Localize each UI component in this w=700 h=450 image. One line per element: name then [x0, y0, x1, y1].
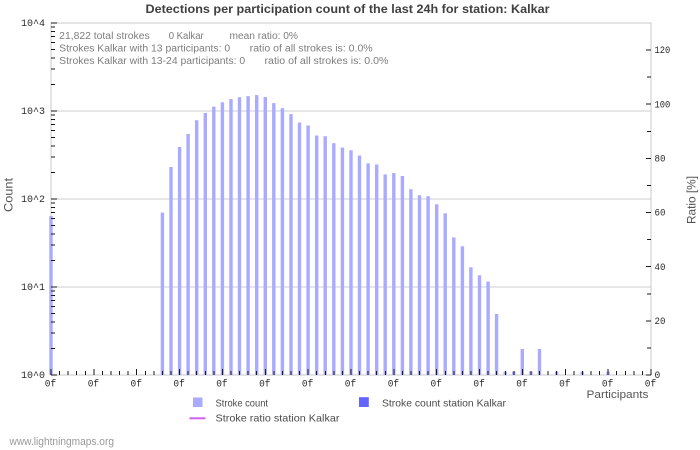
svg-text:0f: 0f — [45, 379, 56, 391]
svg-text:40: 40 — [655, 263, 666, 274]
svg-text:Strokes Kalkar with 13-24 part: Strokes Kalkar with 13-24 participants: … — [59, 56, 245, 67]
svg-text:ratio of all strokes is: 0.0%: ratio of all strokes is: 0.0% — [250, 44, 373, 55]
svg-text:ratio of all strokes is: 0.0%: ratio of all strokes is: 0.0% — [265, 56, 389, 67]
svg-text:10^4: 10^4 — [21, 19, 45, 30]
svg-text:Count: Count — [1, 177, 15, 212]
svg-text:0f: 0f — [473, 379, 484, 391]
svg-text:mean ratio: 0%: mean ratio: 0% — [230, 31, 299, 42]
svg-text:0f: 0f — [388, 379, 399, 391]
svg-text:0f: 0f — [131, 379, 142, 391]
svg-text:20: 20 — [655, 317, 666, 328]
svg-text:0f: 0f — [602, 379, 613, 391]
svg-text:10^2: 10^2 — [21, 195, 45, 206]
svg-text:0f: 0f — [259, 379, 270, 391]
svg-text:Ratio [%]: Ratio [%] — [687, 176, 699, 224]
svg-text:60: 60 — [655, 209, 666, 220]
svg-text:Stroke count: Stroke count — [216, 398, 269, 410]
svg-text:0f: 0f — [88, 379, 99, 391]
svg-text:100: 100 — [655, 100, 671, 111]
svg-text:10^0: 10^0 — [21, 371, 45, 382]
svg-text:0f: 0f — [216, 379, 227, 391]
svg-text:0f: 0f — [302, 379, 313, 391]
svg-text:Stroke ratio station Kalkar: Stroke ratio station Kalkar — [216, 413, 341, 425]
svg-text:10^3: 10^3 — [21, 107, 45, 118]
svg-text:0 Kalkar: 0 Kalkar — [169, 31, 205, 42]
svg-text:0f: 0f — [173, 379, 184, 391]
svg-text:0f: 0f — [645, 379, 656, 391]
svg-text:21,822 total strokes: 21,822 total strokes — [59, 31, 150, 42]
svg-text:0f: 0f — [431, 379, 442, 391]
svg-text:120: 120 — [655, 46, 671, 57]
svg-text:10^1: 10^1 — [21, 283, 45, 294]
svg-text:0f: 0f — [516, 379, 527, 391]
svg-text:Strokes Kalkar with 13 partici: Strokes Kalkar with 13 participants: 0 — [59, 44, 230, 55]
svg-text:0: 0 — [655, 371, 661, 382]
svg-text:Participants: Participants — [587, 389, 650, 401]
svg-text:80: 80 — [655, 155, 666, 166]
svg-text:0f: 0f — [559, 379, 570, 391]
svg-text:Stroke count station Kalkar: Stroke count station Kalkar — [382, 398, 506, 410]
svg-text:www.lightningmaps.org: www.lightningmaps.org — [9, 436, 114, 448]
svg-text:Detections per participation c: Detections per participation count of th… — [146, 4, 551, 16]
svg-text:0f: 0f — [345, 379, 356, 391]
